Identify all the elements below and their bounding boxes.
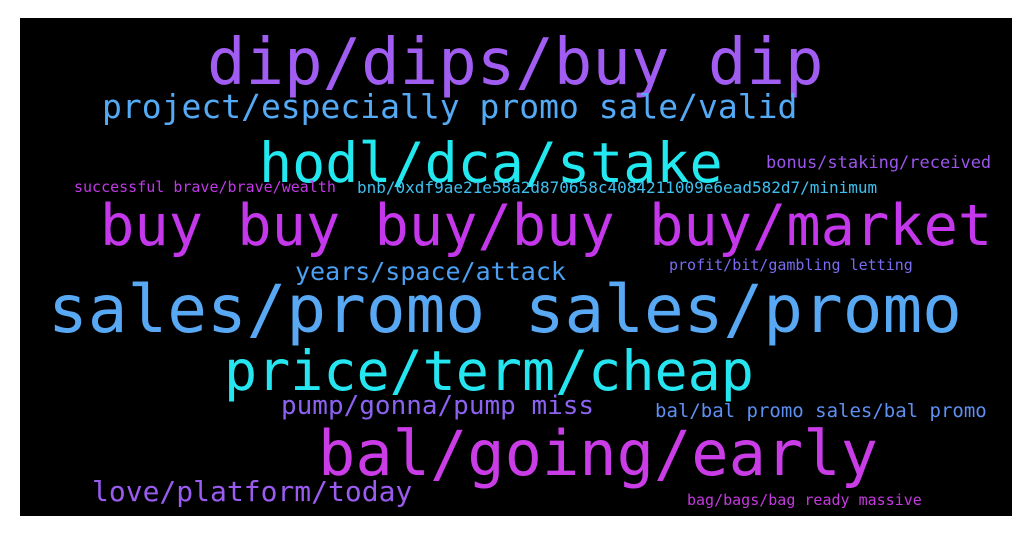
word-bal-going-early: bal/going/early <box>318 417 878 490</box>
word-sales-promo: sales/promo sales/promo <box>48 271 962 348</box>
word-successful-brave-wealth: successful brave/brave/wealth <box>74 178 336 196</box>
word-cloud: dip/dips/buy dip project/especially prom… <box>20 18 1012 516</box>
word-bnb-address-minimum: bnb/0xdf9ae21e58a2d870658c4084211009e6ea… <box>357 178 878 197</box>
word-love-platform-today: love/platform/today <box>92 475 413 508</box>
word-dip-dips-buy-dip: dip/dips/buy dip <box>207 26 824 100</box>
word-years-space-attack: years/space/attack <box>295 257 566 286</box>
word-project-promo-sale: project/especially promo sale/valid <box>102 87 798 126</box>
word-buy-buy-market: buy buy buy/buy buy/market <box>100 193 993 259</box>
word-bonus-staking-received: bonus/staking/received <box>766 153 992 173</box>
word-bal-bal-promo-sales: bal/bal promo sales/bal promo <box>655 400 987 422</box>
word-bag-bags-massive: bag/bags/bag ready massive <box>687 491 922 509</box>
word-hodl-dca-stake: hodl/dca/stake <box>259 131 723 195</box>
word-pump-gonna-pump-miss: pump/gonna/pump miss <box>281 391 595 421</box>
word-price-term-cheap: price/term/cheap <box>224 339 754 403</box>
word-profit-bit-gambling: profit/bit/gambling letting <box>669 256 913 274</box>
